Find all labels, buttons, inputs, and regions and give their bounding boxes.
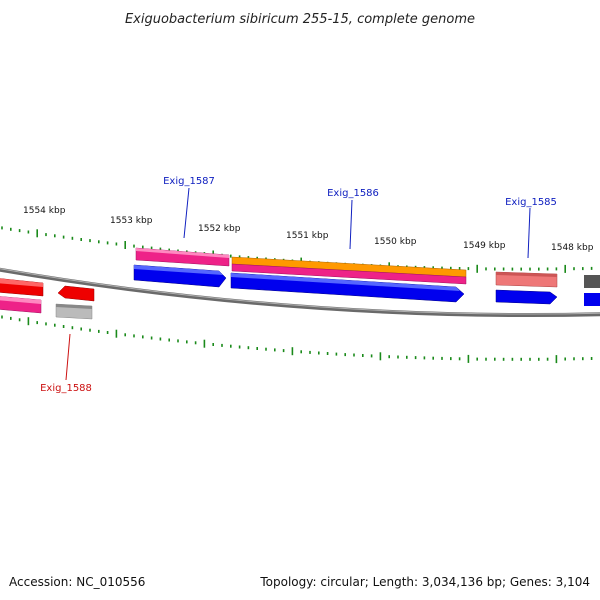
gene-label-exig-1586[interactable]: Exig_1586 bbox=[327, 188, 379, 199]
kbp-label: 1548 kbp bbox=[551, 243, 594, 253]
cds-feature[interactable] bbox=[584, 275, 600, 288]
cds-feature[interactable] bbox=[495, 289, 558, 305]
cds-feature[interactable] bbox=[231, 263, 467, 285]
kbp-label: 1550 kbp bbox=[374, 237, 417, 247]
leader-line bbox=[65, 333, 71, 381]
gene-labels: Exig_1587 Exig_1586 Exig_1585 Exig_1588 bbox=[40, 176, 557, 394]
gene-label-exig-1587[interactable]: Exig_1587 bbox=[163, 176, 215, 187]
cds-feature[interactable] bbox=[584, 293, 600, 306]
kbp-label: 1549 kbp bbox=[463, 241, 506, 251]
genome-backbone-highlight bbox=[0, 268, 600, 315]
cds-feature[interactable] bbox=[57, 285, 95, 302]
leader-line bbox=[183, 187, 190, 239]
kbp-tick-labels: 1554 kbp 1553 kbp 1552 kbp 1551 kbp 1550… bbox=[23, 206, 594, 253]
inner-tick-marks bbox=[1, 315, 593, 364]
cds-feature-highlight bbox=[496, 272, 557, 277]
kbp-label: 1551 kbp bbox=[286, 231, 329, 241]
cds-feature-highlight bbox=[134, 265, 223, 275]
gene-label-leaders bbox=[65, 187, 531, 381]
forward-features bbox=[0, 247, 600, 297]
gene-label-exig-1585[interactable]: Exig_1585 bbox=[505, 197, 557, 208]
kbp-label: 1554 kbp bbox=[23, 206, 66, 216]
kbp-label: 1552 kbp bbox=[198, 224, 241, 234]
accession-text: Accession: NC_010556 bbox=[9, 575, 145, 589]
cds-feature-highlight bbox=[136, 248, 229, 258]
gene-label-exig-1588[interactable]: Exig_1588 bbox=[40, 383, 92, 394]
leader-line bbox=[527, 207, 531, 259]
cds-feature-highlight bbox=[0, 296, 41, 304]
leader-line bbox=[349, 199, 353, 250]
cds-feature-highlight bbox=[56, 304, 92, 309]
cds-feature-highlight bbox=[0, 278, 43, 287]
reverse-features bbox=[0, 264, 600, 320]
genome-backbone bbox=[0, 267, 600, 318]
kbp-label: 1553 kbp bbox=[110, 216, 153, 226]
genome-summary-text: Topology: circular; Length: 3,034,136 bp… bbox=[259, 575, 590, 589]
map-title: Exiguobacterium sibiricum 255-15, comple… bbox=[125, 12, 475, 27]
cds-feature-highlight bbox=[231, 273, 460, 291]
